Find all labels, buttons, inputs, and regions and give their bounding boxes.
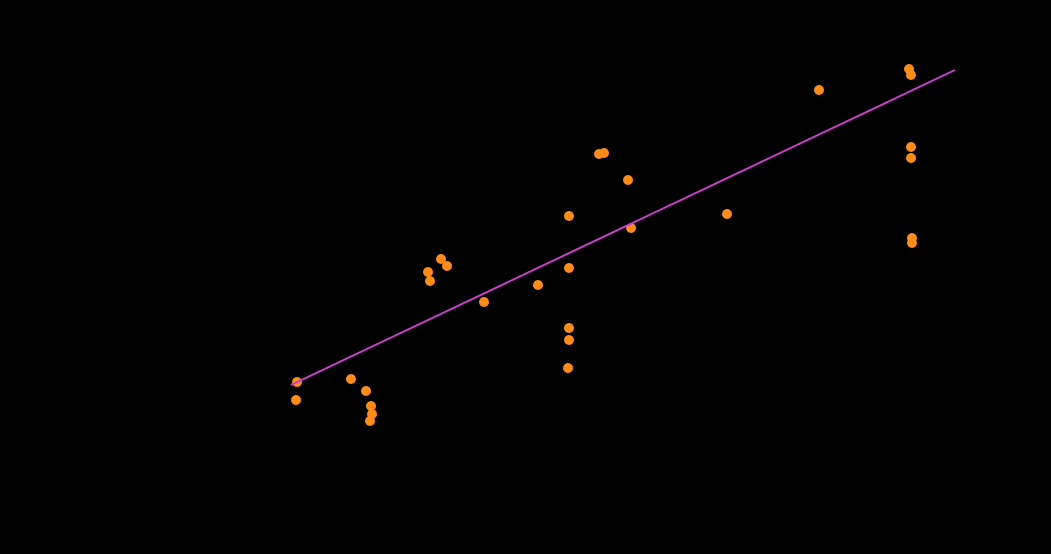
trend-line xyxy=(290,69,956,386)
data-point xyxy=(442,261,452,271)
data-point xyxy=(361,386,371,396)
data-point xyxy=(599,148,609,158)
data-point xyxy=(479,297,489,307)
data-point xyxy=(564,335,574,345)
data-point xyxy=(722,209,732,219)
data-point xyxy=(425,276,435,286)
data-point xyxy=(564,323,574,333)
data-point xyxy=(814,85,824,95)
data-point xyxy=(906,142,916,152)
data-point xyxy=(346,374,356,384)
data-point xyxy=(623,175,633,185)
data-point xyxy=(365,416,375,426)
data-point xyxy=(907,238,917,248)
trend-line-layer xyxy=(290,69,956,386)
scatter-points-layer xyxy=(291,64,917,426)
data-point xyxy=(564,263,574,273)
data-point xyxy=(906,153,916,163)
data-point xyxy=(366,401,376,411)
data-point xyxy=(906,70,916,80)
data-point xyxy=(423,267,433,277)
data-point xyxy=(436,254,446,264)
data-point xyxy=(563,363,573,373)
data-point xyxy=(291,395,301,405)
data-point xyxy=(533,280,543,290)
data-point xyxy=(564,211,574,221)
